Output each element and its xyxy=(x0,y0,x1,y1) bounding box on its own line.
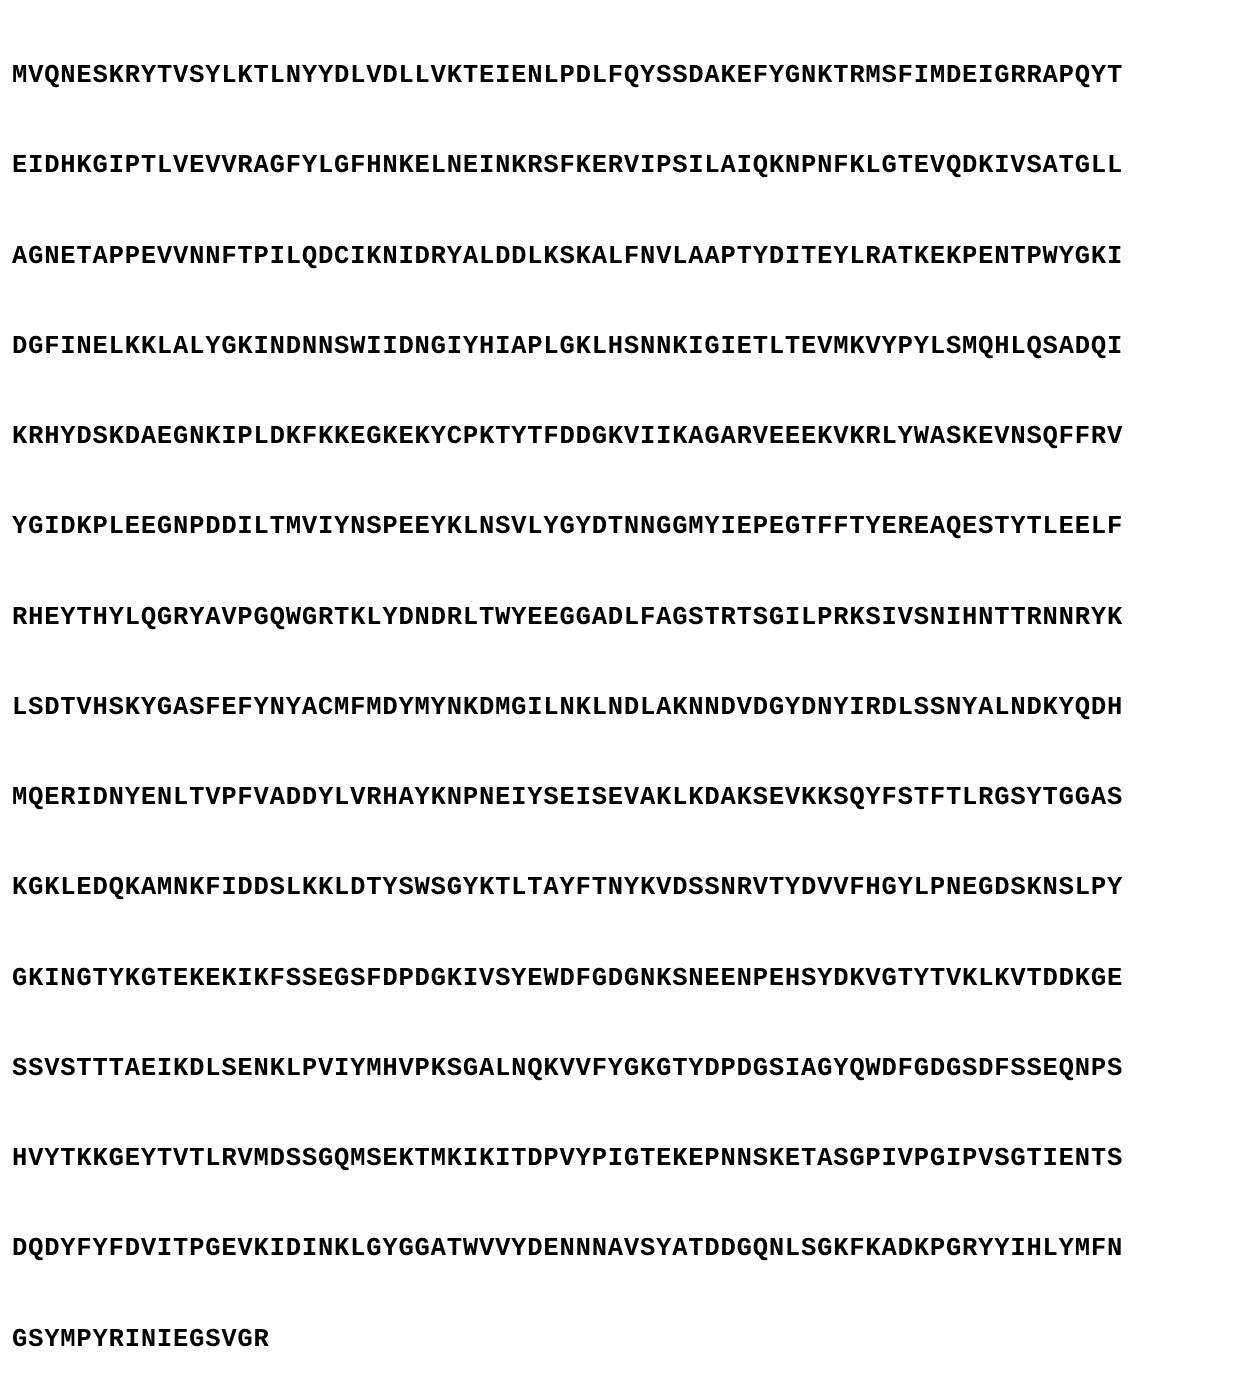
sequence-line: GSYMPYRINIEGSVGR xyxy=(12,1317,1228,1362)
sequence-line: MVQNESKRYTVSYLKTLNYYDLVDLLVKTEIENLPDLFQY… xyxy=(12,53,1228,98)
sequence-line: DQDYFYFDVITPGEVKIDINKLGYGGATWVVYDENNNAVS… xyxy=(12,1226,1228,1271)
sequence-line: HVYTKKGEYTVTLRVMDSSGQMSEKTMKIKITDPVYPIGT… xyxy=(12,1136,1228,1181)
sequence-line: RHEYTHYLQGRYAVPGQWGRTKLYDNDRLTWYEEGGADLF… xyxy=(12,595,1228,640)
sequence-line: GKINGTYKGTEKEKIKFSSEGSFDPDGKIVSYEWDFGDGN… xyxy=(12,956,1228,1001)
sequence-line: EIDHKGIPTLVEVVRAGFYLGFHNKELNEINKRSFKERVI… xyxy=(12,143,1228,188)
sequence-line: KRHYDSKDAEGNKIPLDKFKKEGKEKYCPKTYTFDDGKVI… xyxy=(12,414,1228,459)
sequence-line: YGIDKPLEEGNPDDILTMVIYNSPEEYKLNSVLYGYDTNN… xyxy=(12,504,1228,549)
protein-sequence-block: MVQNESKRYTVSYLKTLNYYDLVDLLVKTEIENLPDLFQY… xyxy=(12,8,1228,1384)
sequence-line: SSVSTTTAEIKDLSENKLPVIYMHVPKSGALNQKVVFYGK… xyxy=(12,1046,1228,1091)
sequence-line: MQERIDNYENLTVPFVADDYLVRHAYKNPNEIYSEISEVA… xyxy=(12,775,1228,820)
sequence-line: DGFINELKKLALYGKINDNNSWIIDNGIYHIAPLGKLHSN… xyxy=(12,324,1228,369)
sequence-line: KGKLEDQKAMNKFIDDSLKKLDTYSWSGYKTLTAYFTNYK… xyxy=(12,865,1228,910)
sequence-line: AGNETAPPEVVNNFTPILQDCIKNIDRYALDDLKSKALFN… xyxy=(12,234,1228,279)
